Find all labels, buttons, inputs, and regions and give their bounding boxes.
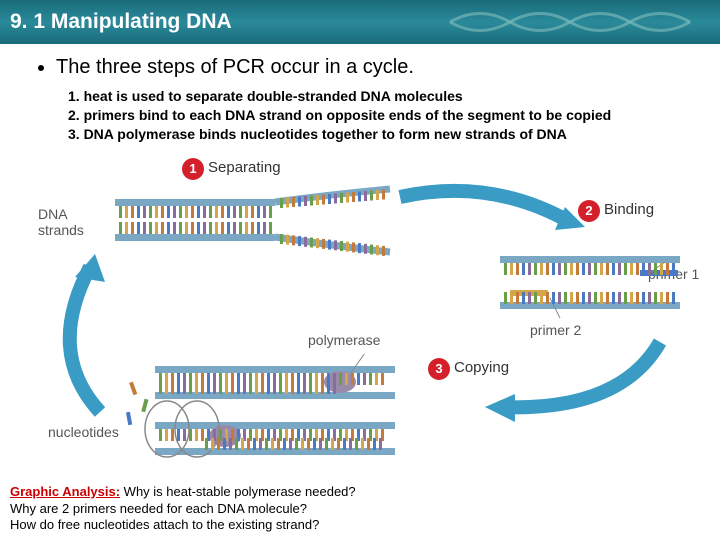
- pcr-cycle-diagram: 1 Separating 2 Binding 3 Copying DNA str…: [30, 152, 710, 468]
- dna-strands-label: DNA strands: [38, 206, 84, 238]
- nucleotides-label: nucleotides: [48, 424, 119, 440]
- bullet-dot-icon: [38, 65, 44, 71]
- header-title: 9. 1 Manipulating DNA: [10, 10, 232, 34]
- step1-strands: [115, 184, 395, 259]
- main-bullet-text: The three steps of PCR occur in a cycle.: [56, 56, 414, 78]
- step-text-2: 2. primers bind to each DNA strand on op…: [68, 106, 700, 125]
- arrow-1to2: [390, 172, 590, 252]
- step1-badge: 1: [182, 158, 204, 180]
- header-dna-decoration: [440, 0, 720, 44]
- content-area: The three steps of PCR occur in a cycle.…: [0, 44, 720, 480]
- step2-strands: [500, 248, 700, 328]
- main-bullet: The three steps of PCR occur in a cycle.: [20, 56, 700, 79]
- question-3: How do free nucleotides attach to the ex…: [10, 517, 319, 532]
- step-text-1: 1. heat is used to separate double-stran…: [68, 87, 700, 106]
- arrow-2to3: [470, 332, 670, 432]
- step-text-3: 3. DNA polymerase binds nucleotides toge…: [68, 125, 700, 144]
- graphic-analysis-questions: Graphic Analysis: Why is heat-stable pol…: [0, 480, 720, 539]
- question-1: Why is heat-stable polymerase needed?: [120, 484, 356, 499]
- polymerase-label: polymerase: [308, 332, 380, 348]
- slide-header: 9. 1 Manipulating DNA: [0, 0, 720, 44]
- questions-title: Graphic Analysis:: [10, 484, 120, 499]
- question-2: Why are 2 primers needed for each DNA mo…: [10, 501, 307, 516]
- step3-strands: [125, 354, 435, 464]
- step2-label: Binding: [604, 201, 654, 218]
- step1-label: Separating: [208, 159, 281, 176]
- steps-list: 1. heat is used to separate double-stran…: [20, 87, 700, 144]
